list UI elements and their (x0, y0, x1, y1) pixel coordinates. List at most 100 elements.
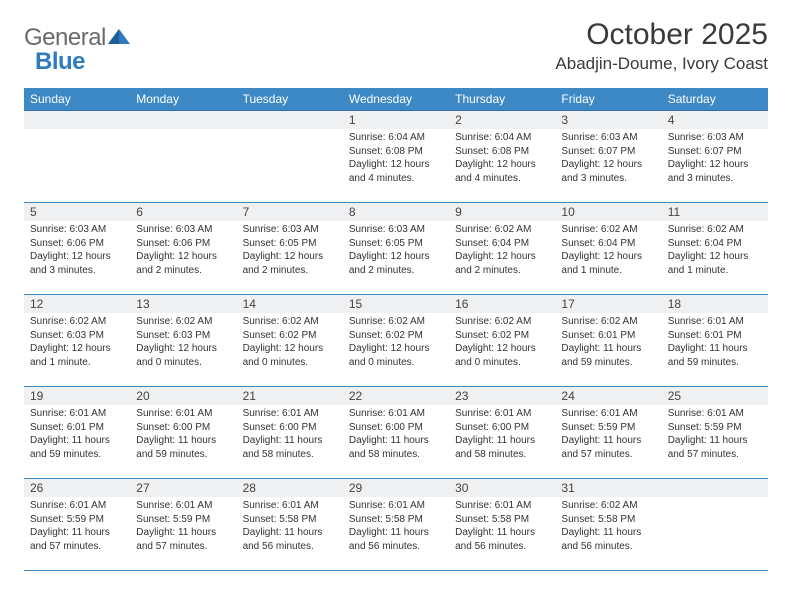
cell-body: Sunrise: 6:01 AMSunset: 5:58 PMDaylight:… (343, 497, 449, 557)
sunset-text: Sunset: 6:04 PM (668, 237, 762, 251)
cell-body: Sunrise: 6:02 AMSunset: 5:58 PMDaylight:… (555, 497, 661, 557)
daylight-text: Daylight: 11 hours and 59 minutes. (668, 342, 762, 369)
day-number: 29 (343, 479, 449, 497)
sunset-text: Sunset: 5:58 PM (243, 513, 337, 527)
day-number: 27 (130, 479, 236, 497)
sunrise-text: Sunrise: 6:01 AM (668, 407, 762, 421)
daylight-text: Daylight: 12 hours and 3 minutes. (561, 158, 655, 185)
daylight-text: Daylight: 11 hours and 57 minutes. (561, 434, 655, 461)
sunset-text: Sunset: 6:00 PM (349, 421, 443, 435)
sunrise-text: Sunrise: 6:01 AM (349, 407, 443, 421)
sunrise-text: Sunrise: 6:01 AM (455, 407, 549, 421)
sunrise-text: Sunrise: 6:03 AM (561, 131, 655, 145)
cell-body: Sunrise: 6:04 AMSunset: 6:08 PMDaylight:… (343, 129, 449, 189)
calendar-cell: 13Sunrise: 6:02 AMSunset: 6:03 PMDayligh… (130, 295, 236, 387)
cell-body: Sunrise: 6:01 AMSunset: 5:59 PMDaylight:… (555, 405, 661, 465)
day-number (662, 479, 768, 497)
daylight-text: Daylight: 12 hours and 1 minute. (668, 250, 762, 277)
day-number: 30 (449, 479, 555, 497)
sunset-text: Sunset: 6:00 PM (136, 421, 230, 435)
brand-logo: General (24, 18, 132, 52)
sunrise-text: Sunrise: 6:02 AM (349, 315, 443, 329)
day-number: 15 (343, 295, 449, 313)
daylight-text: Daylight: 12 hours and 2 minutes. (455, 250, 549, 277)
sunrise-text: Sunrise: 6:02 AM (561, 315, 655, 329)
daylight-text: Daylight: 11 hours and 57 minutes. (668, 434, 762, 461)
day-number: 3 (555, 111, 661, 129)
calendar-cell: 17Sunrise: 6:02 AMSunset: 6:01 PMDayligh… (555, 295, 661, 387)
dayheader-wed: Wednesday (343, 88, 449, 111)
sunset-text: Sunset: 6:02 PM (455, 329, 549, 343)
sunset-text: Sunset: 5:59 PM (561, 421, 655, 435)
daylight-text: Daylight: 12 hours and 2 minutes. (136, 250, 230, 277)
calendar-cell: 19Sunrise: 6:01 AMSunset: 6:01 PMDayligh… (24, 387, 130, 479)
cell-body: Sunrise: 6:01 AMSunset: 5:59 PMDaylight:… (130, 497, 236, 557)
calendar-cell (662, 479, 768, 571)
cell-body: Sunrise: 6:02 AMSunset: 6:04 PMDaylight:… (449, 221, 555, 281)
header: General October 2025 Abadjin-Doume, Ivor… (24, 18, 768, 74)
calendar-row: 26Sunrise: 6:01 AMSunset: 5:59 PMDayligh… (24, 479, 768, 571)
cell-body: Sunrise: 6:01 AMSunset: 6:00 PMDaylight:… (343, 405, 449, 465)
daylight-text: Daylight: 11 hours and 56 minutes. (349, 526, 443, 553)
cell-body: Sunrise: 6:02 AMSunset: 6:01 PMDaylight:… (555, 313, 661, 373)
sunset-text: Sunset: 6:00 PM (455, 421, 549, 435)
brand-word2-wrap: Blue (34, 48, 85, 76)
calendar-cell: 20Sunrise: 6:01 AMSunset: 6:00 PMDayligh… (130, 387, 236, 479)
calendar-table: Sunday Monday Tuesday Wednesday Thursday… (24, 88, 768, 571)
day-number: 10 (555, 203, 661, 221)
daylight-text: Daylight: 11 hours and 56 minutes. (455, 526, 549, 553)
cell-body: Sunrise: 6:01 AMSunset: 5:58 PMDaylight:… (237, 497, 343, 557)
daylight-text: Daylight: 11 hours and 56 minutes. (243, 526, 337, 553)
calendar-cell: 7Sunrise: 6:03 AMSunset: 6:05 PMDaylight… (237, 203, 343, 295)
calendar-row: 19Sunrise: 6:01 AMSunset: 6:01 PMDayligh… (24, 387, 768, 479)
day-number: 14 (237, 295, 343, 313)
sunrise-text: Sunrise: 6:01 AM (349, 499, 443, 513)
calendar-cell: 18Sunrise: 6:01 AMSunset: 6:01 PMDayligh… (662, 295, 768, 387)
calendar-cell (237, 111, 343, 203)
sunrise-text: Sunrise: 6:01 AM (136, 499, 230, 513)
day-number: 25 (662, 387, 768, 405)
day-number: 9 (449, 203, 555, 221)
sunrise-text: Sunrise: 6:02 AM (668, 223, 762, 237)
sunrise-text: Sunrise: 6:01 AM (136, 407, 230, 421)
sunset-text: Sunset: 5:59 PM (30, 513, 124, 527)
cell-body: Sunrise: 6:02 AMSunset: 6:02 PMDaylight:… (449, 313, 555, 373)
daylight-text: Daylight: 11 hours and 58 minutes. (455, 434, 549, 461)
cell-body: Sunrise: 6:02 AMSunset: 6:04 PMDaylight:… (662, 221, 768, 281)
daylight-text: Daylight: 12 hours and 1 minute. (561, 250, 655, 277)
calendar-cell: 9Sunrise: 6:02 AMSunset: 6:04 PMDaylight… (449, 203, 555, 295)
dayheader-sat: Saturday (662, 88, 768, 111)
sunset-text: Sunset: 6:08 PM (349, 145, 443, 159)
sunrise-text: Sunrise: 6:01 AM (668, 315, 762, 329)
calendar-cell: 24Sunrise: 6:01 AMSunset: 5:59 PMDayligh… (555, 387, 661, 479)
calendar-cell: 14Sunrise: 6:02 AMSunset: 6:02 PMDayligh… (237, 295, 343, 387)
cell-body: Sunrise: 6:01 AMSunset: 6:00 PMDaylight:… (237, 405, 343, 465)
day-number: 23 (449, 387, 555, 405)
sunset-text: Sunset: 6:02 PM (349, 329, 443, 343)
cell-body: Sunrise: 6:02 AMSunset: 6:03 PMDaylight:… (130, 313, 236, 373)
day-number: 8 (343, 203, 449, 221)
daylight-text: Daylight: 12 hours and 0 minutes. (455, 342, 549, 369)
calendar-body: 1Sunrise: 6:04 AMSunset: 6:08 PMDaylight… (24, 111, 768, 571)
calendar-cell: 22Sunrise: 6:01 AMSunset: 6:00 PMDayligh… (343, 387, 449, 479)
calendar-head: Sunday Monday Tuesday Wednesday Thursday… (24, 88, 768, 111)
calendar-cell: 3Sunrise: 6:03 AMSunset: 6:07 PMDaylight… (555, 111, 661, 203)
daylight-text: Daylight: 11 hours and 57 minutes. (30, 526, 124, 553)
daylight-text: Daylight: 12 hours and 0 minutes. (349, 342, 443, 369)
day-number: 31 (555, 479, 661, 497)
day-number: 22 (343, 387, 449, 405)
cell-body: Sunrise: 6:03 AMSunset: 6:05 PMDaylight:… (237, 221, 343, 281)
sunrise-text: Sunrise: 6:02 AM (136, 315, 230, 329)
sunrise-text: Sunrise: 6:03 AM (668, 131, 762, 145)
daylight-text: Daylight: 12 hours and 2 minutes. (243, 250, 337, 277)
day-number: 20 (130, 387, 236, 405)
cell-body: Sunrise: 6:03 AMSunset: 6:06 PMDaylight:… (24, 221, 130, 281)
cell-body: Sunrise: 6:01 AMSunset: 5:59 PMDaylight:… (24, 497, 130, 557)
cell-body: Sunrise: 6:01 AMSunset: 6:00 PMDaylight:… (130, 405, 236, 465)
day-number (24, 111, 130, 129)
sunrise-text: Sunrise: 6:01 AM (30, 407, 124, 421)
daylight-text: Daylight: 12 hours and 4 minutes. (455, 158, 549, 185)
sunrise-text: Sunrise: 6:01 AM (561, 407, 655, 421)
sunrise-text: Sunrise: 6:04 AM (455, 131, 549, 145)
cell-body: Sunrise: 6:01 AMSunset: 5:58 PMDaylight:… (449, 497, 555, 557)
